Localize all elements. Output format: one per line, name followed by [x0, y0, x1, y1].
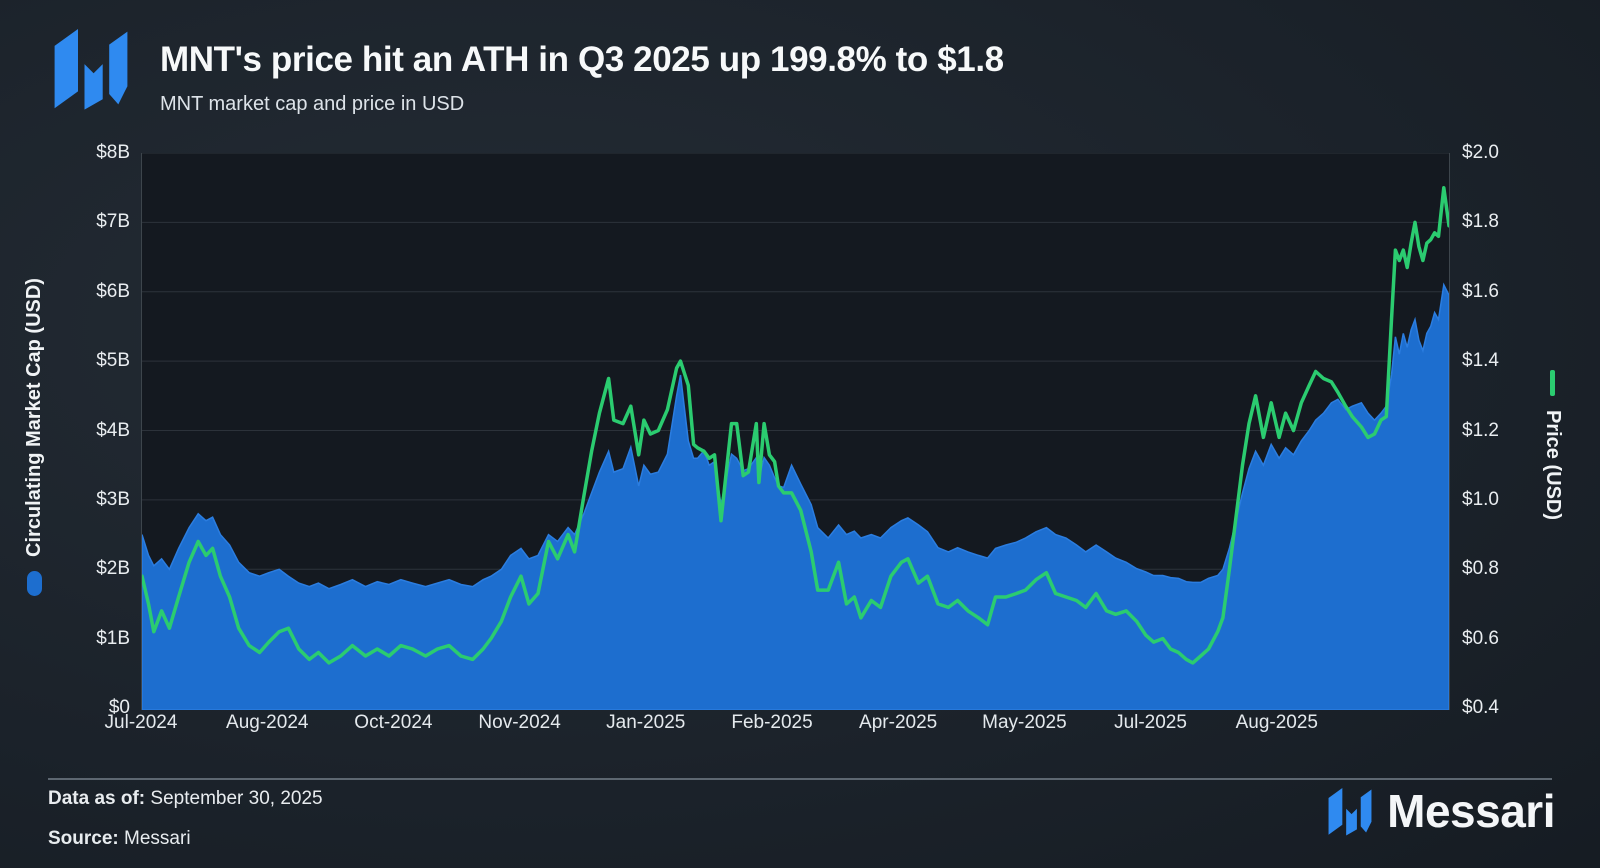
x-axis-label: May-2025 [982, 712, 1067, 733]
source-value: Messari [118, 828, 191, 849]
price-line-series [142, 185, 1449, 665]
page-subtitle: MNT market cap and price in USD [160, 93, 465, 115]
y-axis-label-left: $7B [96, 211, 130, 233]
source-label: Source: [48, 828, 119, 849]
x-axis-label: Nov-2024 [478, 712, 561, 733]
y-axis-label-left: $2B [96, 558, 130, 580]
y-axis-label-left: $6B [96, 280, 130, 302]
x-axis-label: Oct-2024 [354, 712, 433, 733]
y-axis-label-right: $1.0 [1462, 488, 1499, 510]
y-axis-label-left: $0 [108, 697, 130, 718]
y-axis-label-right: $0.4 [1462, 697, 1499, 718]
y-axis-label-left: $4B [96, 419, 130, 441]
plot-area [141, 153, 1450, 710]
x-axis-label: Jul-2025 [1114, 712, 1187, 733]
messari-logo-footer-icon [1328, 788, 1372, 836]
x-axis-label: Aug-2025 [1235, 712, 1318, 733]
price-legend-dash-icon [1550, 369, 1556, 396]
x-axis-label: Feb-2025 [731, 712, 813, 733]
page-title: MNT's price hit an ATH in Q3 2025 up 199… [160, 40, 1004, 79]
y-axis-label-left: $1B [96, 627, 130, 649]
y-axis-label-right: $0.8 [1462, 558, 1499, 580]
messari-logo-icon [54, 29, 128, 110]
right-axis-title-group: Price (USD) [1536, 195, 1570, 695]
messari-wordmark-text: Messari [1387, 785, 1555, 837]
data-as-of-line: Data as of: September 30, 2025 [48, 788, 323, 810]
y-axis-label-right: $1.6 [1462, 280, 1499, 302]
x-axis-label: Jul-2024 [104, 712, 178, 733]
y-axis-label-right: $2.0 [1462, 142, 1499, 163]
y-axis-label-right: $1.2 [1462, 419, 1499, 441]
chart-canvas [142, 153, 1449, 710]
x-axis-label: Aug-2024 [226, 712, 309, 733]
y-axis-label-right: $1.8 [1462, 211, 1499, 233]
data-as-of-label: Data as of: [48, 788, 146, 809]
messari-wordmark: Messari [1327, 784, 1555, 838]
left-axis-title: Circulating Market Cap (USD) [22, 278, 45, 557]
y-axis-label-left: $3B [96, 488, 130, 510]
x-axis-label: Jan-2025 [606, 712, 686, 733]
y-axis-label-right: $0.6 [1462, 627, 1499, 649]
y-axis-label-left: $5B [96, 350, 130, 372]
x-axis-label: Apr-2025 [859, 712, 938, 733]
footer-divider [48, 778, 1552, 780]
source-line: Source: Messari [48, 828, 191, 850]
y-axis-label-right: $1.4 [1462, 350, 1499, 372]
y-axis-label-left: $8B [96, 142, 130, 163]
data-as-of-value: September 30, 2025 [145, 788, 323, 809]
